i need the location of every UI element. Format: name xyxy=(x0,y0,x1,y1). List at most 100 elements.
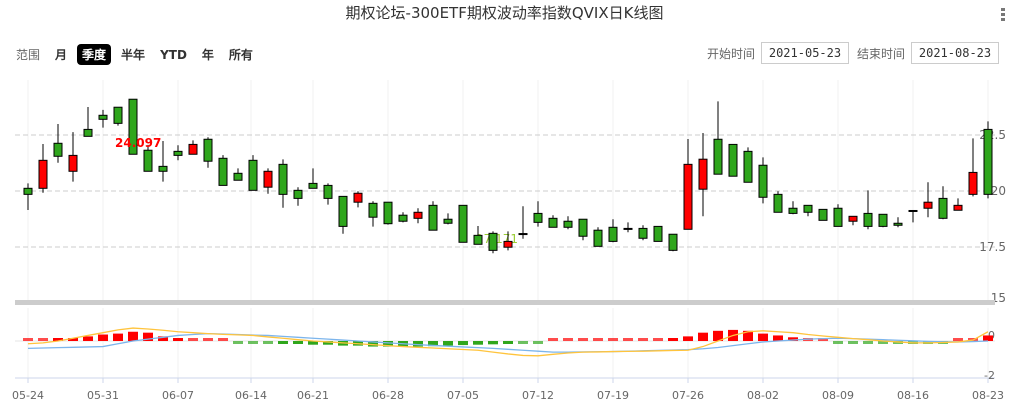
macd-histogram-bar xyxy=(848,341,858,344)
end-date-label: 结束时间 xyxy=(856,46,905,61)
macd-y-tick-label: -2 xyxy=(984,369,995,382)
range-button-ytd[interactable]: YTD xyxy=(160,47,187,62)
macd-histogram-bar xyxy=(428,341,438,347)
candle-body xyxy=(713,138,723,175)
candle xyxy=(38,143,48,193)
candle xyxy=(728,143,738,177)
candle xyxy=(203,137,213,168)
candle xyxy=(233,168,243,181)
macd-histogram-bar xyxy=(143,332,153,341)
end-date-input[interactable] xyxy=(911,42,999,64)
candle-body xyxy=(953,204,963,211)
candle xyxy=(578,218,588,241)
macd-histogram-bar xyxy=(323,341,333,345)
candle xyxy=(548,215,558,228)
candle xyxy=(458,204,468,243)
candle xyxy=(428,201,438,231)
x-tick-label: 06-21 xyxy=(297,389,329,402)
chart-title: 期权论坛-300ETF期权波动率指数QVIX日K线图 xyxy=(345,4,664,22)
y-tick-label: 17.5 xyxy=(979,240,1006,254)
range-button-quarter[interactable]: 季度 xyxy=(77,44,112,65)
candle xyxy=(158,141,168,182)
candle-body xyxy=(293,189,303,199)
macd-histogram-bar xyxy=(548,338,558,341)
candle-body xyxy=(263,170,273,188)
candle xyxy=(143,144,153,172)
candle-body xyxy=(188,143,198,155)
macd-histogram-bar xyxy=(278,341,288,344)
macd-histogram-bar xyxy=(158,336,168,341)
macd-histogram-bar xyxy=(83,336,93,341)
macd-histogram-bar xyxy=(683,336,693,341)
macd-histogram-bar xyxy=(188,338,198,341)
candle-body xyxy=(668,233,678,251)
candle-body xyxy=(413,211,423,219)
candle-body xyxy=(728,143,738,177)
candle-body xyxy=(473,234,483,245)
macd-histogram-bar xyxy=(383,341,393,347)
candle xyxy=(653,225,663,242)
candle-body xyxy=(908,209,918,212)
macd-histogram-bar xyxy=(443,341,453,346)
candle-body xyxy=(233,172,243,181)
macd-histogram-bar xyxy=(698,332,708,341)
macd-histogram-bar xyxy=(743,330,753,341)
candle xyxy=(743,147,753,183)
candle xyxy=(683,139,693,230)
range-button-all[interactable]: 所有 xyxy=(228,48,253,62)
candle-body xyxy=(68,154,78,172)
dea-line xyxy=(27,332,989,353)
candle xyxy=(968,138,978,197)
macd-histogram-bar xyxy=(368,341,378,347)
x-tick-label: 08-09 xyxy=(822,389,854,402)
candle-body xyxy=(38,159,48,189)
candle-body xyxy=(893,222,903,226)
macd-histogram-bar xyxy=(638,338,648,341)
candle-body xyxy=(758,164,768,198)
candle xyxy=(698,132,708,217)
x-tick-label: 07-19 xyxy=(597,389,629,402)
candle xyxy=(788,201,798,215)
candle-body xyxy=(593,229,603,247)
macd-histogram-bar xyxy=(593,338,603,341)
range-label: 范围 xyxy=(16,48,41,62)
range-button-half-year[interactable]: 半年 xyxy=(121,48,146,62)
macd-histogram-bar xyxy=(713,330,723,341)
candle-body xyxy=(488,232,498,251)
x-tick-label: 05-24 xyxy=(12,389,44,402)
candle-body xyxy=(548,217,558,228)
candle xyxy=(848,215,858,226)
candle xyxy=(593,227,603,247)
candle xyxy=(563,216,573,230)
candle-body xyxy=(338,195,348,227)
candle-body xyxy=(98,114,108,120)
range-button-month[interactable]: 月 xyxy=(55,48,68,62)
candle-body xyxy=(308,182,318,189)
start-date-input[interactable] xyxy=(760,42,849,64)
candle-body xyxy=(443,218,453,224)
macd-histogram-bar xyxy=(68,338,78,341)
x-tick-label: 06-07 xyxy=(162,389,194,402)
candle-body xyxy=(848,215,858,222)
candle xyxy=(368,201,378,227)
candle xyxy=(758,157,768,204)
hamburger-menu-icon[interactable] xyxy=(1001,8,1005,23)
range-button-year[interactable]: 年 xyxy=(201,48,214,62)
macd-histogram-bar xyxy=(248,341,258,344)
macd-histogram-bar xyxy=(533,341,543,344)
candle xyxy=(443,213,453,225)
x-tick-label: 05-31 xyxy=(87,389,119,402)
candle-body xyxy=(173,150,183,156)
candle-body xyxy=(923,201,933,209)
macd-histogram-bar xyxy=(263,341,273,344)
candle-body xyxy=(638,227,648,239)
x-tick-label: 08-23 xyxy=(972,389,1004,402)
macd-histogram-bar xyxy=(863,341,873,344)
panel-separator xyxy=(15,300,995,305)
macd-histogram-bar xyxy=(128,331,138,341)
candle xyxy=(608,219,618,243)
candle xyxy=(263,168,273,194)
candle xyxy=(713,101,723,175)
candle-body xyxy=(743,150,753,183)
candle xyxy=(188,140,198,155)
